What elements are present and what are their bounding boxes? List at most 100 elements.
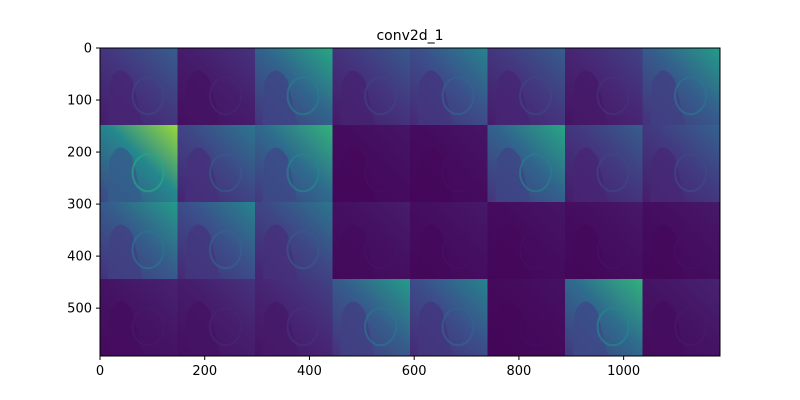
x-tick-label: 200 [192, 364, 217, 379]
feature-map-tile [642, 48, 720, 125]
feature-map-tile [332, 202, 410, 279]
steering-wheel-shape [596, 153, 630, 193]
driver-silhouette [495, 147, 531, 202]
driver-silhouette [572, 224, 608, 279]
steering-wheel-shape [441, 230, 475, 270]
y-tick-label: 500 [67, 302, 92, 317]
feature-map-tile [410, 279, 488, 356]
driver-silhouette [107, 147, 143, 202]
feature-map-tile [642, 202, 720, 279]
driver-silhouette [650, 224, 686, 279]
feature-map-tile [100, 202, 178, 279]
feature-map-tile [487, 202, 565, 279]
steering-wheel-shape [209, 230, 243, 270]
feature-map-tile [177, 48, 255, 125]
feature-map-tile [100, 279, 178, 356]
feature-map-tile [487, 125, 565, 202]
driver-silhouette [495, 70, 531, 125]
driver-silhouette [650, 147, 686, 202]
steering-wheel-shape [364, 307, 398, 347]
steering-wheel-shape [209, 76, 243, 116]
feature-map-tile [410, 125, 488, 202]
feature-map-tile [410, 202, 488, 279]
feature-map-tile [255, 125, 333, 202]
driver-silhouette [417, 301, 453, 356]
feature-map-grid [100, 48, 720, 356]
y-tick-label: 300 [67, 198, 92, 213]
driver-silhouette [262, 147, 298, 202]
driver-silhouette [572, 147, 608, 202]
steering-wheel-shape [596, 76, 630, 116]
steering-wheel-shape [286, 230, 320, 270]
driver-silhouette [650, 301, 686, 356]
driver-silhouette [262, 224, 298, 279]
steering-wheel-shape [131, 230, 165, 270]
driver-silhouette [185, 224, 221, 279]
steering-wheel-shape [519, 307, 553, 347]
driver-silhouette [417, 224, 453, 279]
feature-map-tile [565, 202, 643, 279]
driver-silhouette [185, 70, 221, 125]
steering-wheel-shape [441, 76, 475, 116]
y-tick-label: 400 [67, 250, 92, 265]
steering-wheel-shape [209, 153, 243, 193]
driver-silhouette [340, 301, 376, 356]
feature-map-tile [487, 48, 565, 125]
steering-wheel-shape [364, 230, 398, 270]
driver-silhouette [650, 70, 686, 125]
feature-map-tile [565, 279, 643, 356]
steering-wheel-shape [441, 307, 475, 347]
feature-map-tile [487, 279, 565, 356]
feature-map-tile [100, 125, 178, 202]
driver-silhouette [185, 301, 221, 356]
driver-silhouette [495, 224, 531, 279]
y-tick-label: 100 [67, 94, 92, 109]
feature-map-tile [100, 48, 178, 125]
steering-wheel-shape [519, 230, 553, 270]
steering-wheel-shape [364, 153, 398, 193]
axes-frame [99, 47, 721, 357]
steering-wheel-shape [209, 307, 243, 347]
steering-wheel-shape [131, 153, 165, 193]
steering-wheel-shape [131, 76, 165, 116]
feature-map-tile [255, 202, 333, 279]
feature-map-tile [565, 125, 643, 202]
steering-wheel-shape [596, 230, 630, 270]
driver-silhouette [340, 70, 376, 125]
driver-silhouette [185, 147, 221, 202]
feature-map-tile [332, 125, 410, 202]
feature-map-tile [565, 48, 643, 125]
driver-silhouette [340, 147, 376, 202]
x-tick-label: 1000 [607, 364, 640, 379]
x-tick-label: 800 [507, 364, 532, 379]
driver-silhouette [340, 224, 376, 279]
feature-map-tile [642, 125, 720, 202]
driver-silhouette [107, 70, 143, 125]
driver-silhouette [262, 70, 298, 125]
driver-silhouette [262, 301, 298, 356]
chart-title: conv2d_1 [376, 28, 443, 44]
feature-map-tile [410, 48, 488, 125]
feature-map-tile [642, 279, 720, 356]
y-tick-label: 200 [67, 146, 92, 161]
feature-map-tile [332, 48, 410, 125]
feature-map-tile [177, 279, 255, 356]
x-tick-label: 0 [96, 364, 104, 379]
steering-wheel-shape [674, 230, 708, 270]
driver-silhouette [107, 301, 143, 356]
steering-wheel-shape [674, 76, 708, 116]
plot-area [99, 47, 721, 357]
steering-wheel-shape [286, 153, 320, 193]
steering-wheel-shape [131, 307, 165, 347]
steering-wheel-shape [286, 76, 320, 116]
feature-map-tile [177, 202, 255, 279]
y-axis: 0 100 200 300 400 500 [67, 42, 100, 317]
feature-map-tile [332, 279, 410, 356]
steering-wheel-shape [674, 153, 708, 193]
y-tick-label: 0 [84, 42, 92, 57]
steering-wheel-shape [519, 76, 553, 116]
feature-map-tile [255, 279, 333, 356]
x-axis: 0 200 400 600 800 1000 [96, 356, 640, 379]
feature-map-tile [177, 125, 255, 202]
